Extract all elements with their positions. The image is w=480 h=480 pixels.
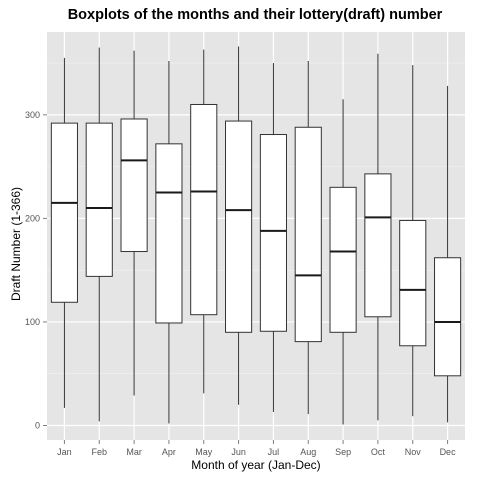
y-tick-label: 100 — [25, 317, 40, 327]
x-tick-label: Dec — [440, 447, 457, 457]
box-iqr — [329, 186, 357, 333]
box-sep — [329, 99, 357, 425]
chart-title: Boxplots of the months and their lottery… — [68, 7, 443, 23]
x-tick-label: Jul — [268, 447, 280, 457]
box-iqr — [190, 103, 218, 316]
x-tick-label: May — [195, 447, 213, 457]
x-tick-label: Jan — [57, 447, 72, 457]
y-tick-label: 0 — [35, 421, 40, 431]
box-jan — [50, 57, 78, 408]
y-axis: 0 100 200 300 — [25, 110, 47, 431]
x-tick-label: Feb — [91, 447, 107, 457]
box-aug — [294, 60, 322, 415]
box-mar — [120, 50, 148, 396]
box-iqr — [120, 118, 148, 253]
boxes-layer — [50, 46, 462, 425]
box-dec — [434, 85, 462, 423]
box-iqr — [259, 134, 287, 332]
x-tick-label: Oct — [371, 447, 386, 457]
box-iqr — [155, 143, 183, 324]
x-tick-label: Nov — [405, 447, 422, 457]
box-iqr — [85, 122, 113, 277]
box-feb — [85, 47, 113, 422]
x-tick-label: Aug — [300, 447, 316, 457]
box-apr — [155, 60, 183, 424]
x-tick-label: Jun — [231, 447, 246, 457]
x-axis-label: Month of year (Jan-Dec) — [191, 458, 320, 472]
x-tick-label: Sep — [335, 447, 351, 457]
y-axis-label: Draft Number (1-366) — [9, 187, 23, 301]
x-tick-label: Mar — [126, 447, 142, 457]
box-jul — [259, 63, 287, 413]
box-nov — [399, 65, 427, 417]
box-iqr — [50, 122, 78, 303]
y-tick-label: 300 — [25, 110, 40, 120]
box-iqr — [294, 126, 322, 343]
x-axis: Jan Feb Mar Apr May Jun Jul Aug Sep Oct Nov Dec — [57, 440, 456, 457]
plot-panel — [47, 32, 465, 440]
box-iqr — [434, 257, 462, 377]
box-iqr — [225, 120, 253, 333]
box-oct — [364, 53, 392, 421]
y-tick-label: 200 — [25, 213, 40, 223]
box-iqr — [364, 173, 392, 318]
x-tick-label: Apr — [162, 447, 176, 457]
box-may — [190, 49, 218, 394]
box-iqr — [399, 219, 427, 347]
box-jun — [225, 46, 253, 405]
